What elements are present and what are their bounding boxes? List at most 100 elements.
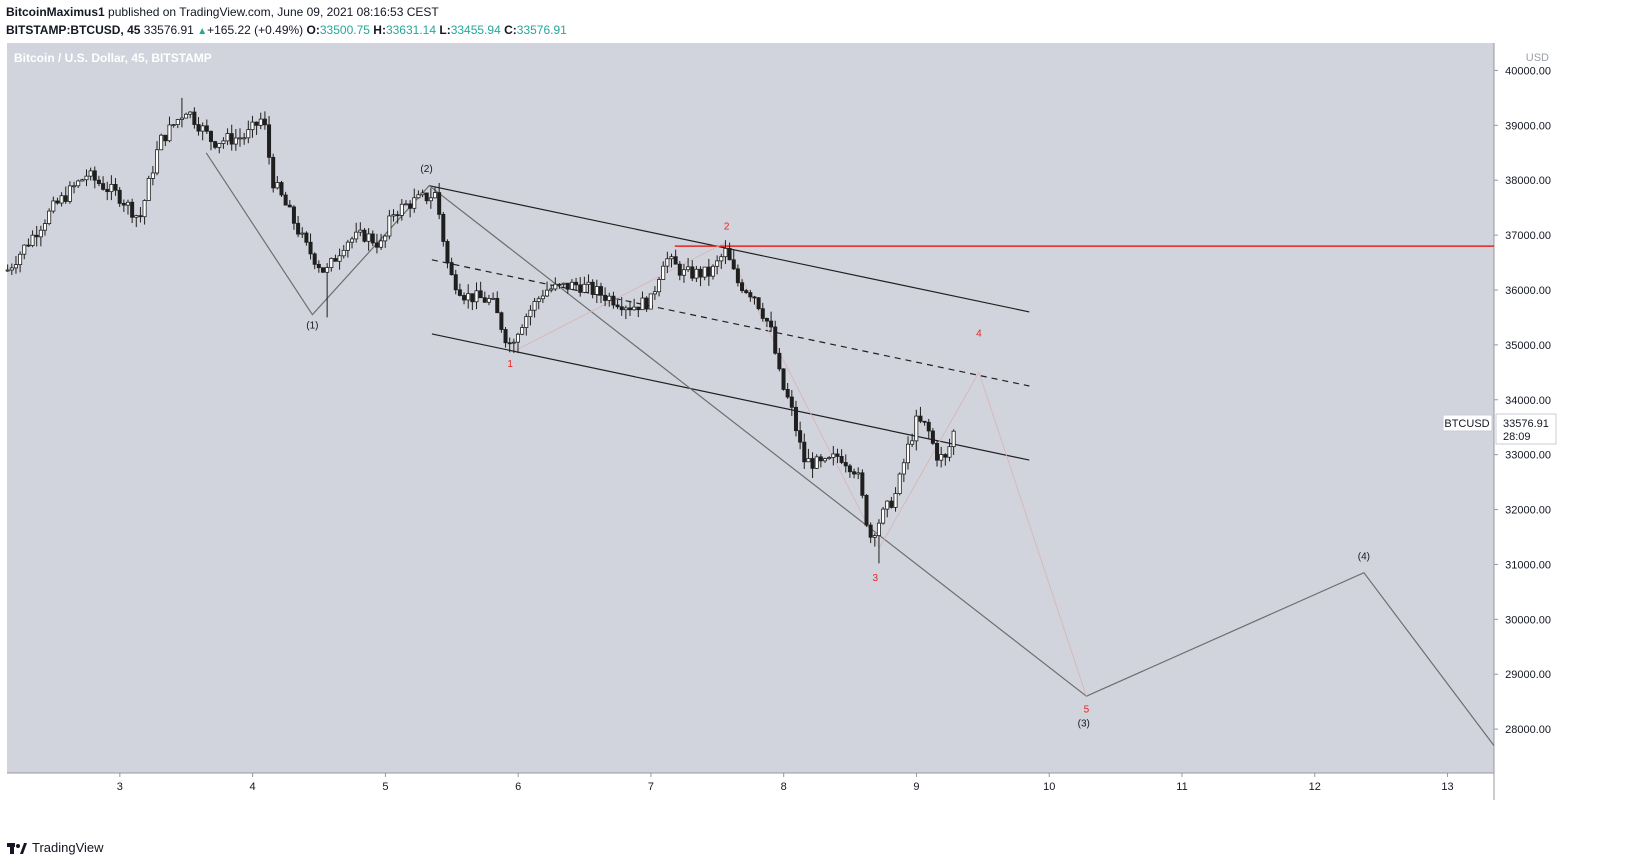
author-name[interactable]: BitcoinMaximus1 xyxy=(6,5,105,19)
candle-body xyxy=(208,130,213,142)
candle-body xyxy=(453,274,458,291)
candle xyxy=(76,179,81,188)
candle-body xyxy=(881,508,886,524)
candle-body xyxy=(433,192,438,199)
candle-body xyxy=(130,201,135,218)
candle-body xyxy=(370,233,375,244)
candle-body xyxy=(565,282,570,290)
candle xyxy=(769,311,774,331)
candle xyxy=(715,255,720,275)
candle xyxy=(370,230,375,247)
candle-body xyxy=(188,111,193,115)
candle-body xyxy=(466,293,471,301)
candle-body xyxy=(416,194,421,199)
candle xyxy=(18,251,23,273)
candle-body xyxy=(686,266,691,271)
candle xyxy=(92,166,97,189)
candle-body xyxy=(337,255,342,262)
footer-brand[interactable]: TradingView xyxy=(32,840,104,855)
candle-body xyxy=(876,522,881,536)
candle-body xyxy=(781,368,786,390)
candle xyxy=(470,293,475,311)
candle-body xyxy=(528,309,533,318)
candle-body xyxy=(358,229,363,233)
candle-body xyxy=(532,301,537,311)
candle-body xyxy=(607,295,612,301)
candle xyxy=(852,468,857,479)
candle-body xyxy=(478,290,483,299)
candle-body xyxy=(818,456,823,462)
y-tick-labels: 28000.00 29000.00 30000.00 31000.00 32000.00… xyxy=(1494,65,1551,736)
candle xyxy=(798,421,803,450)
candle xyxy=(242,132,247,145)
candle xyxy=(793,400,798,437)
candle-body xyxy=(391,214,396,217)
high-label: H: xyxy=(373,23,386,37)
wave-label: (1) xyxy=(306,320,318,331)
candle xyxy=(939,446,944,468)
candle-body xyxy=(76,180,81,187)
candle-body xyxy=(26,244,31,247)
candle xyxy=(951,429,956,455)
candle-body xyxy=(690,266,695,279)
line-channel-1 xyxy=(431,333,1030,461)
y-tick-label: 34000.00 xyxy=(1505,395,1551,407)
candle xyxy=(341,245,346,259)
candle-body xyxy=(665,258,670,267)
candle-body xyxy=(445,241,450,263)
candle-body xyxy=(586,281,591,285)
candle-body xyxy=(491,297,496,300)
candle-body xyxy=(814,456,819,469)
candle xyxy=(930,428,935,445)
candle xyxy=(117,187,122,207)
candle-body xyxy=(789,396,794,408)
candle-body xyxy=(34,234,39,238)
candle-body xyxy=(291,206,296,224)
candles xyxy=(5,97,956,564)
candle-body xyxy=(142,200,147,218)
y-tick-label: 37000.00 xyxy=(1505,230,1551,242)
plot-area[interactable] xyxy=(7,43,1494,773)
x-tick-labels: 3 4 5 6 7 8 9 10 11 12 13 xyxy=(117,773,1454,793)
candle xyxy=(623,305,628,320)
candle xyxy=(603,287,608,307)
candle-body xyxy=(163,134,168,142)
candle xyxy=(760,302,765,322)
candle xyxy=(727,242,732,261)
y-tick-label: 30000.00 xyxy=(1505,614,1551,626)
candle xyxy=(329,257,334,272)
candle-body xyxy=(632,306,637,311)
candle xyxy=(752,295,757,305)
candle xyxy=(109,175,114,201)
candle xyxy=(84,169,89,187)
candle-body xyxy=(727,248,732,261)
candle xyxy=(511,338,516,354)
candle-body xyxy=(109,184,114,193)
candle-body xyxy=(598,286,603,296)
candle xyxy=(540,289,545,303)
candle-body xyxy=(67,185,72,202)
candle xyxy=(67,181,72,204)
last-price: 33576.91 xyxy=(143,23,194,37)
candle xyxy=(665,251,670,274)
candle-body xyxy=(520,327,525,335)
candle xyxy=(756,297,761,311)
candle-body xyxy=(362,229,367,242)
candle xyxy=(628,300,633,317)
candle-body xyxy=(486,298,491,303)
candle-body xyxy=(748,292,753,298)
candle xyxy=(275,175,280,190)
candle xyxy=(702,266,707,281)
candle xyxy=(221,137,226,149)
candle xyxy=(889,496,894,509)
candle-body xyxy=(710,265,715,277)
candle-body xyxy=(744,290,749,293)
candle-body xyxy=(702,266,707,278)
candle-body xyxy=(300,232,305,235)
candle-body xyxy=(644,297,649,310)
candle-body xyxy=(457,289,462,296)
candle-body xyxy=(930,430,935,444)
candle-body xyxy=(719,256,724,262)
candle xyxy=(383,234,388,248)
